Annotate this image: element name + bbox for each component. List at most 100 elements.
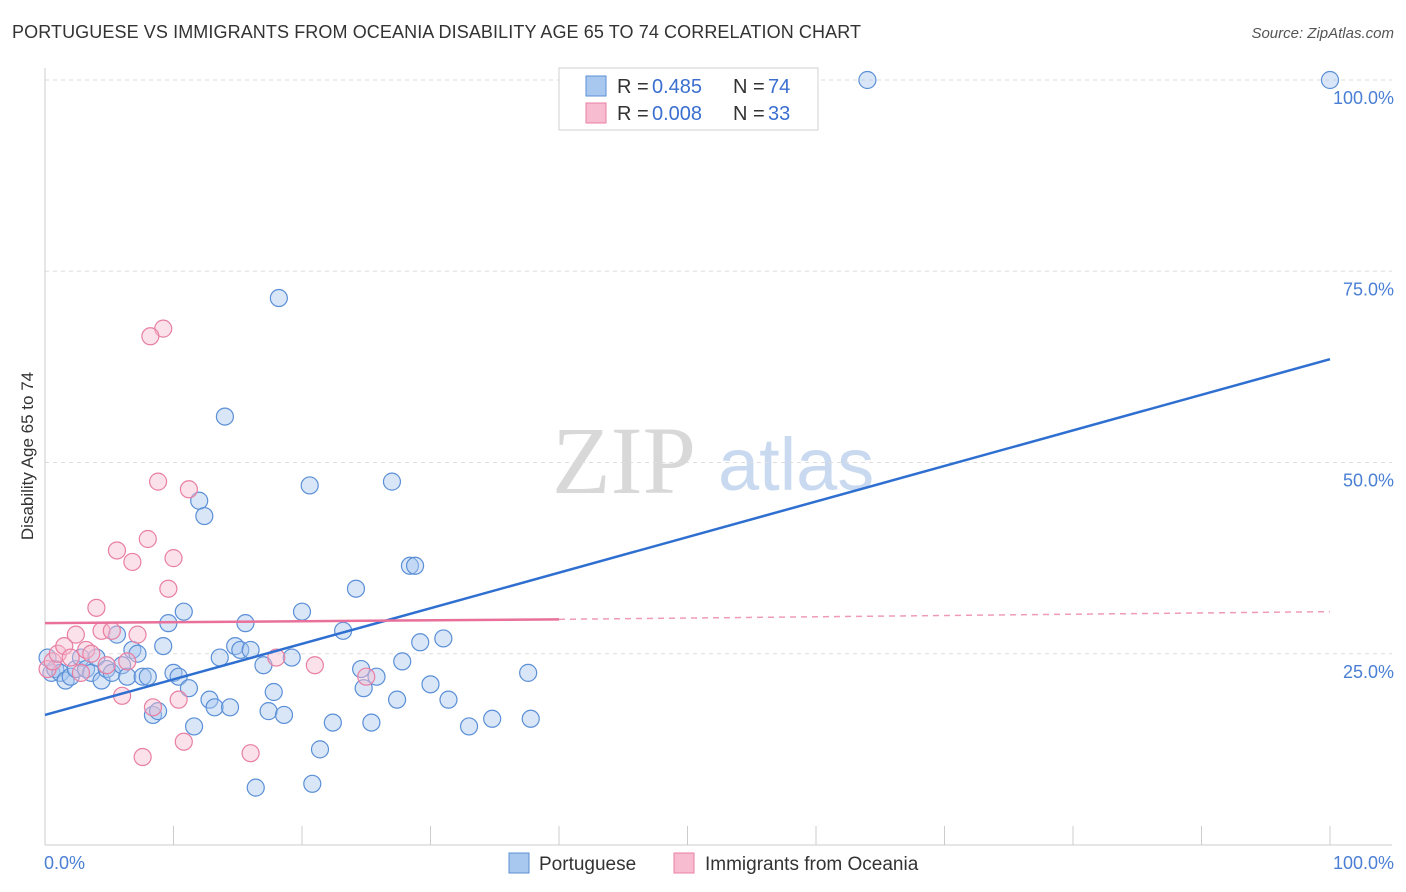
trend-lines (44, 358, 1331, 717)
oceania-point-25 (169, 690, 188, 709)
portuguese-point-45 (274, 705, 294, 725)
portuguese-point-28 (179, 679, 199, 698)
oceania-point-20 (143, 698, 163, 717)
watermark-atlas: atlas (718, 423, 874, 506)
portuguese-point-52 (346, 579, 366, 598)
portuguese-point-23 (154, 636, 173, 656)
portuguese-point-68 (269, 288, 288, 308)
legend: R = 0.485 N = 74 R = 0.008 N = 33 (558, 67, 819, 131)
oceania-point-26 (174, 732, 193, 751)
oceania-point-16 (123, 552, 142, 572)
portuguese-point-50 (323, 713, 342, 732)
oceania-point-8 (82, 644, 101, 663)
oceania-point-6 (71, 663, 91, 682)
portuguese-point-18 (128, 644, 147, 663)
portuguese-point-63 (439, 690, 458, 709)
portuguese-point-54 (354, 679, 373, 698)
portuguese-point-62 (434, 629, 453, 648)
oceania-point-15 (118, 652, 137, 671)
watermark: ZIP atlas (552, 407, 874, 514)
oceania-point-27 (179, 480, 199, 499)
oceania-point-31 (141, 327, 160, 346)
portuguese-point-47 (292, 602, 312, 621)
x-tick-label-max: 100.0% (1333, 853, 1394, 873)
portuguese-point-29 (184, 717, 204, 736)
legend-n-value-2: 33 (768, 103, 790, 125)
legend-swatch-portuguese (585, 75, 607, 97)
source-label: Source: ZipAtlas.com (1251, 25, 1394, 42)
legend-r-label-2: R = (617, 103, 649, 125)
legend-n-value-1: 74 (768, 76, 790, 98)
oceania-point-28 (241, 744, 260, 763)
oceania-point-18 (133, 747, 152, 767)
portuguese-point-65 (483, 709, 502, 728)
portuguese-point-66 (519, 663, 538, 682)
portuguese-point-73 (1320, 70, 1340, 90)
y-tick-label-100: 100.0% (1333, 88, 1394, 108)
portuguese-point-70 (393, 652, 412, 671)
portuguese-point-41 (246, 778, 265, 797)
portuguese-trend-line (44, 358, 1331, 717)
portuguese-point-27 (174, 602, 193, 621)
legend-swatch-oceania (585, 102, 607, 124)
portuguese-point-46 (282, 648, 301, 667)
x-ticks (173, 826, 1331, 845)
oceania-point-24 (164, 549, 183, 568)
portuguese-point-58 (387, 690, 407, 709)
oceania-point-11 (97, 656, 116, 675)
portuguese-point-64 (459, 717, 479, 736)
y-axis-title: Disability Age 65 to 74 (18, 372, 37, 540)
portuguese-point-36 (220, 698, 240, 717)
legend-n-label-2: N = (733, 103, 765, 125)
portuguese-point-48 (300, 476, 319, 495)
axes (44, 68, 1392, 846)
oceania-point-19 (138, 529, 157, 549)
oceania-point-23 (159, 579, 178, 598)
portuguese-point-59 (400, 556, 420, 575)
portuguese-point-60 (411, 633, 430, 652)
portuguese-point-20 (138, 667, 157, 686)
portuguese-point-56 (367, 667, 386, 686)
portuguese-point-72 (858, 70, 877, 90)
oceania-trend-extension (558, 610, 1331, 621)
portuguese-point-35 (215, 407, 234, 426)
portuguese-point-19 (133, 667, 152, 686)
oceania-trend-line (44, 618, 560, 625)
oceania-point-9 (87, 598, 106, 617)
oceania-point-5 (66, 625, 85, 644)
portuguese-point-71 (303, 774, 322, 793)
oceania-point-4 (61, 648, 80, 667)
portuguese-point-43 (259, 702, 278, 721)
oceania-point-30 (305, 656, 324, 675)
portuguese-point-69 (405, 556, 425, 575)
oceania-point-21 (148, 472, 168, 491)
portuguese-point-49 (310, 740, 330, 759)
portuguese-point-34 (210, 648, 229, 667)
oceania-point-13 (107, 541, 127, 560)
portuguese-point-38 (231, 640, 250, 660)
legend-r-value-2: 0.008 (652, 103, 702, 125)
portuguese-point-55 (362, 713, 381, 732)
oceania-point-3 (55, 636, 74, 656)
gridlines (45, 79, 1392, 655)
portuguese-point-16 (118, 667, 137, 686)
bottom-legend-label-portuguese: Portuguese (539, 854, 636, 875)
chart-title: PORTUGUESE VS IMMIGRANTS FROM OCEANIA DI… (12, 22, 862, 42)
y-tick-labels: 25.0% 50.0% 75.0% 100.0% (1333, 88, 1394, 682)
bottom-legend: Portuguese Immigrants from Oceania (508, 852, 919, 875)
oceania-point-17 (128, 625, 147, 644)
portuguese-point-57 (382, 472, 402, 491)
bottom-legend-swatch-portuguese (508, 852, 530, 874)
bottom-legend-label-oceania: Immigrants from Oceania (705, 854, 919, 875)
portuguese-point-31 (195, 506, 214, 526)
portuguese-point-44 (264, 682, 283, 702)
y-tick-label-75: 75.0% (1343, 279, 1394, 299)
oceania-point-12 (102, 621, 121, 640)
portuguese-point-33 (205, 698, 224, 717)
oceania-point-32 (357, 667, 376, 686)
y-tick-label-50: 50.0% (1343, 471, 1394, 491)
portuguese-point-67 (521, 709, 540, 728)
bottom-legend-swatch-oceania (673, 852, 695, 874)
portuguese-point-61 (421, 675, 440, 694)
